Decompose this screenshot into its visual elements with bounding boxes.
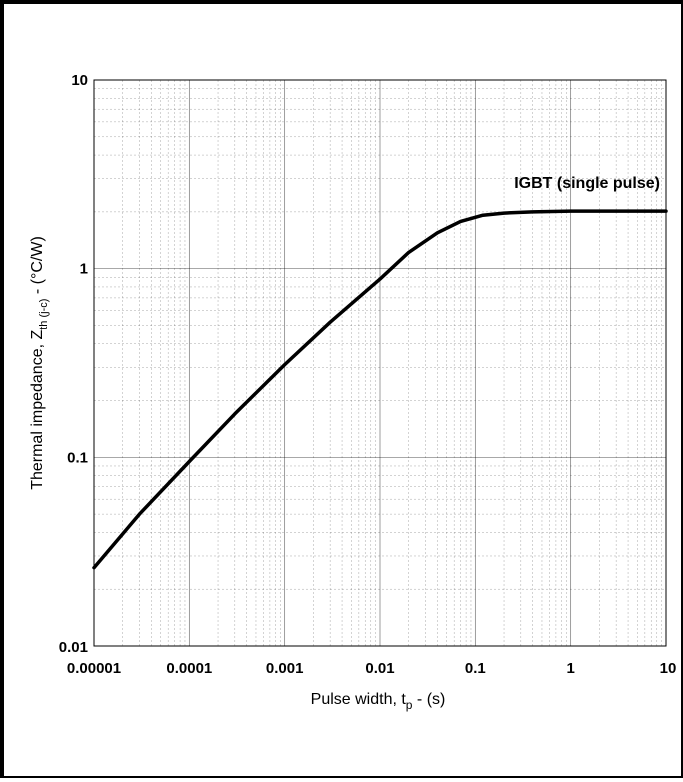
y-tick-label: 0.01 — [59, 639, 88, 656]
y-axis-title: Thermal impedance, Zth (j-c) - (°C/W) — [29, 236, 50, 490]
x-tick-labels: 0.00001 0.0001 0.001 0.01 0.1 1 10 — [67, 660, 676, 677]
y-axis-title-tail: - (°C/W) — [29, 236, 46, 298]
x-tick-label: 0.1 — [465, 660, 486, 677]
x-tick-label: 0.001 — [266, 660, 304, 677]
plot-area — [93, 79, 667, 647]
x-tick-label: 0.0001 — [166, 660, 212, 677]
x-axis-title-tail: - (s) — [412, 691, 445, 708]
y-tick-labels: 10 1 0.1 0.01 — [59, 72, 88, 656]
x-tick-label: 0.00001 — [67, 660, 121, 677]
x-axis-title: Pulse width, tp - (s) — [311, 691, 446, 712]
grid — [93, 80, 666, 647]
x-tick-label: 1 — [566, 660, 574, 677]
y-tick-label: 0.1 — [67, 449, 88, 466]
x-axis-title-sub: p — [406, 698, 413, 712]
x-tick-label: 0.01 — [365, 660, 394, 677]
x-tick-label: 10 — [660, 660, 677, 677]
y-axis-title-sub: th (j-c) — [38, 299, 50, 330]
chart-annotation: IGBT (single pulse) — [514, 175, 660, 192]
y-axis-title-main: Thermal impedance, Z — [29, 330, 46, 490]
y-tick-label: 1 — [80, 261, 88, 278]
x-axis-title-main: Pulse width, t — [311, 691, 407, 708]
chart: 0.00001 0.0001 0.001 0.01 0.1 1 10 1010.10.01 … — [29, 72, 676, 712]
y-tick-label: 10 — [71, 72, 88, 89]
series-line — [92, 209, 668, 570]
